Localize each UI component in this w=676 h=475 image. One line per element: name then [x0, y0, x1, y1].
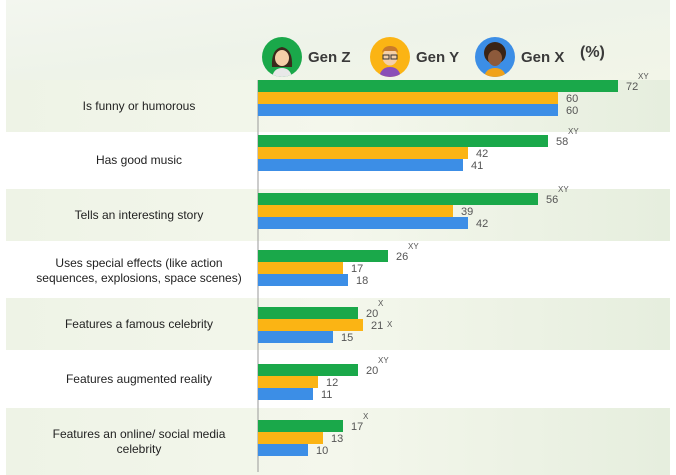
significance-label: XY	[558, 185, 569, 194]
data-label: 42	[476, 148, 488, 160]
legend-label-gen-y: Gen Y	[416, 48, 460, 66]
legend-label-gen-x: Gen X	[521, 48, 565, 66]
category-label: Features a famous celebrity	[64, 316, 214, 331]
data-label: 18	[356, 275, 368, 287]
bar-gen-x	[258, 104, 558, 116]
data-label: 13	[331, 433, 343, 445]
data-label: 42	[476, 218, 488, 230]
legend-gen-z: Gen Z	[262, 36, 351, 78]
bar-gen-x	[258, 274, 348, 286]
header-band	[6, 0, 670, 80]
data-label: 11	[321, 389, 332, 401]
bar-gen-y	[258, 92, 558, 104]
data-label: 26	[396, 251, 408, 263]
data-label: 17	[351, 421, 363, 433]
bar-gen-y	[258, 205, 453, 217]
significance-label: XY	[378, 356, 389, 365]
data-label: 17	[351, 263, 363, 275]
gen-z-avatar-icon	[262, 37, 302, 77]
bar-gen-x	[258, 331, 333, 343]
data-label: 20	[366, 365, 378, 377]
bar-gen-x	[258, 388, 313, 400]
significance-label: X	[363, 412, 369, 421]
bar-gen-z	[258, 135, 548, 147]
bar-gen-x	[258, 217, 468, 229]
category-label: Tells an interesting story	[74, 207, 204, 222]
data-label: 39	[461, 206, 473, 218]
category-label: Features augmented reality	[65, 371, 213, 386]
data-label: 21	[371, 320, 383, 332]
bar-gen-y	[258, 376, 318, 388]
significance-label: XY	[568, 127, 579, 136]
data-label: 56	[546, 194, 558, 206]
legend-gen-y: Gen Y	[370, 36, 459, 78]
legend-label-gen-z: Gen Z	[308, 48, 351, 66]
data-label: 20	[366, 308, 378, 320]
category-label: Has good music	[95, 152, 183, 167]
category-label: Uses special effects (like action sequen…	[36, 256, 242, 285]
gen-x-avatar-icon	[475, 37, 515, 77]
gen-y-avatar-icon	[370, 37, 410, 77]
bar-gen-y	[258, 262, 343, 274]
bar-gen-x	[258, 159, 463, 171]
bar-gen-z	[258, 364, 358, 376]
significance-label: X	[378, 299, 384, 308]
data-label: 60	[566, 93, 578, 105]
bar-gen-y	[258, 432, 323, 444]
data-label: 10	[316, 445, 328, 457]
data-label: 58	[556, 136, 568, 148]
row-band-7	[6, 408, 670, 475]
bar-gen-z	[258, 420, 343, 432]
data-label: 41	[471, 160, 483, 172]
data-label: 72	[626, 81, 638, 93]
bar-gen-z	[258, 193, 538, 205]
data-label: 12	[326, 377, 338, 389]
category-label: Is funny or humorous	[82, 98, 196, 113]
legend-gen-x: Gen X	[475, 36, 564, 78]
data-label: 60	[566, 105, 578, 117]
bar-gen-y	[258, 147, 468, 159]
bar-gen-z	[258, 307, 358, 319]
category-label: Features an online/ social media celebri…	[52, 427, 226, 456]
bar-gen-z	[258, 80, 618, 92]
unit-label: (%)	[580, 44, 605, 61]
significance-label: XY	[638, 72, 649, 81]
bar-gen-x	[258, 444, 308, 456]
bar-gen-z	[258, 250, 388, 262]
significance-label: XY	[408, 242, 419, 251]
bar-gen-y	[258, 319, 363, 331]
significance-label: X	[387, 320, 393, 329]
data-label: 15	[341, 332, 353, 344]
